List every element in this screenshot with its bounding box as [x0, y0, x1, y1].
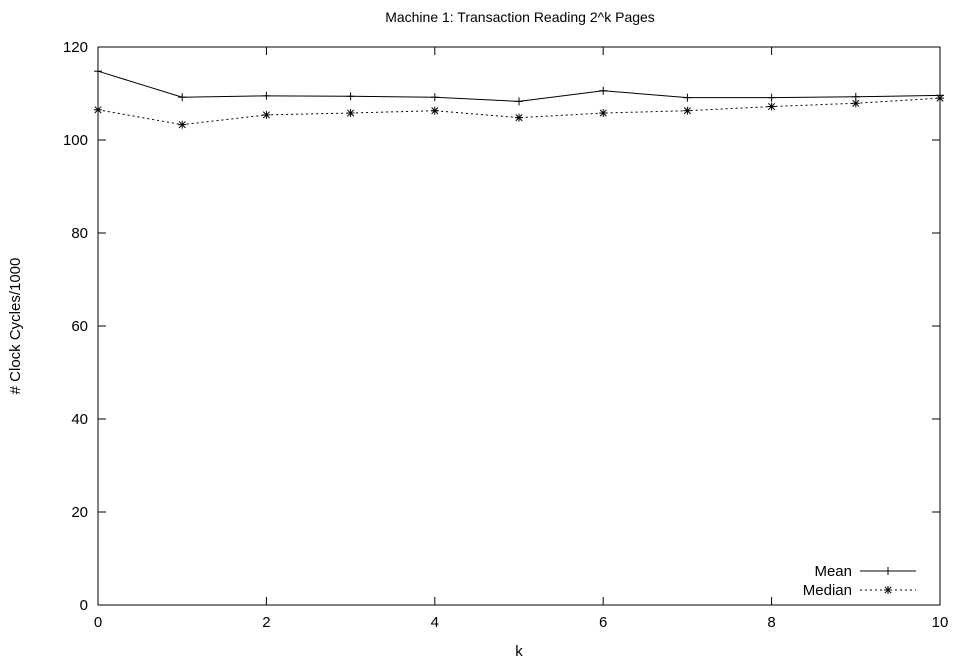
x-tick-label: 4: [431, 614, 439, 631]
y-tick-label: 120: [63, 39, 88, 56]
series-line-mean: [97, 70, 941, 102]
point-mean: [178, 93, 187, 102]
point-mean: [94, 67, 102, 76]
x-tick-label: 10: [932, 614, 949, 631]
y-tick-label: 40: [71, 411, 88, 428]
plot-frame: [97, 46, 941, 606]
legend-label: Median: [803, 582, 852, 599]
y-tick-label: 80: [71, 225, 88, 242]
legend-marker-median: [884, 586, 892, 594]
point-median: [515, 113, 523, 122]
y-axis: 0 20 40 60 80 100 120: [63, 39, 940, 614]
point-median: [346, 109, 355, 118]
point-median: [851, 99, 860, 108]
point-median: [683, 106, 692, 115]
point-mean: [346, 92, 355, 101]
y-tick-label: 60: [71, 318, 88, 335]
chart-title: Machine 1: Transaction Reading 2^k Pages: [385, 9, 655, 25]
legend-marker-mean: [884, 567, 892, 575]
point-mean: [430, 93, 439, 102]
point-mean: [262, 91, 271, 100]
point-median: [599, 109, 608, 118]
y-axis-label: # Clock Cycles/1000: [7, 258, 24, 395]
y-tick-label: 20: [71, 504, 88, 521]
x-tick-label: 2: [262, 614, 270, 631]
point-mean: [515, 97, 523, 106]
legend-label: Mean: [814, 563, 852, 580]
point-mean: [599, 86, 608, 95]
point-median: [178, 120, 187, 129]
x-tick-label: 0: [94, 614, 102, 631]
x-axis-label: k: [515, 643, 523, 660]
point-mean: [683, 93, 692, 102]
plot-area: [94, 67, 944, 129]
x-tick-label: 6: [599, 614, 607, 631]
point-mean: [767, 93, 776, 102]
x-tick-label: 8: [767, 614, 775, 631]
point-median: [767, 102, 776, 111]
point-median: [94, 105, 102, 114]
point-median: [262, 110, 271, 119]
y-tick-label: 100: [63, 132, 88, 149]
x-axis: 0 2 4 6 8 10: [94, 47, 949, 631]
point-median: [936, 94, 944, 103]
legend: Mean Median: [803, 563, 916, 599]
y-tick-label: 0: [80, 597, 88, 614]
point-median: [430, 106, 439, 115]
